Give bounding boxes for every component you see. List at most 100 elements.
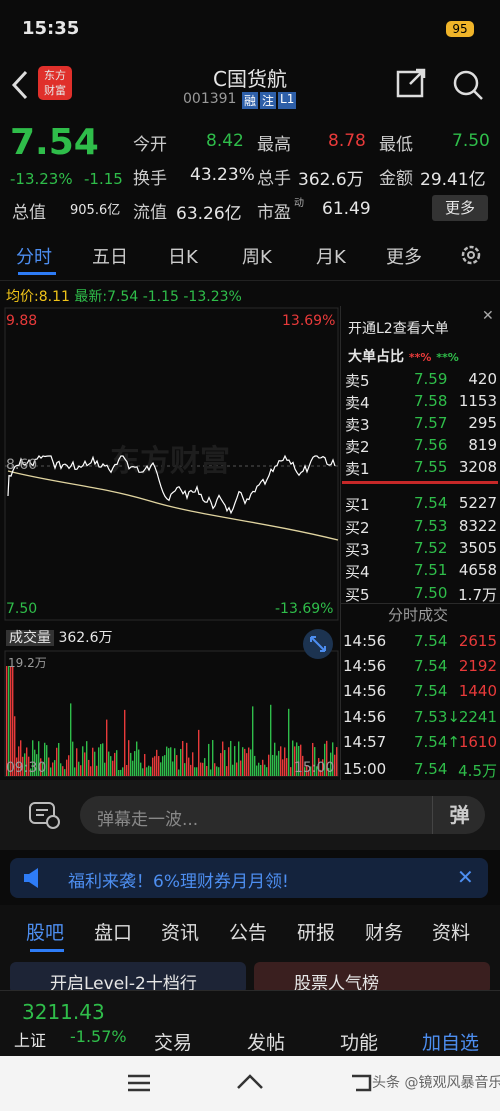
volume-bar-decor bbox=[252, 706, 254, 776]
action[interactable]: 发帖 bbox=[247, 1032, 286, 1054]
section-tab[interactable]: 盘口 bbox=[94, 922, 133, 944]
volume-label[interactable]: 成交量 bbox=[6, 630, 54, 646]
volume-bar-decor bbox=[136, 741, 138, 776]
book-label: 卖2 bbox=[345, 438, 370, 456]
volume-bar-decor bbox=[54, 760, 56, 776]
volume-bar-decor bbox=[306, 765, 308, 776]
volume-bar-decor bbox=[332, 742, 334, 776]
volume-bar-decor bbox=[152, 757, 154, 776]
close-icon[interactable]: ✕ bbox=[482, 308, 494, 324]
book-price: 7.52 bbox=[414, 539, 448, 557]
volume-bar-decor bbox=[62, 766, 64, 776]
tab[interactable]: 周K bbox=[242, 247, 272, 268]
action[interactable]: 交易 bbox=[154, 1032, 193, 1054]
volume-bar-decor bbox=[246, 753, 248, 776]
volume-bar-decor bbox=[222, 741, 224, 776]
section-tab[interactable]: 公告 bbox=[229, 922, 268, 944]
tab[interactable]: 更多 bbox=[386, 247, 422, 268]
volume-bar-decor bbox=[114, 752, 116, 776]
volume-bar-decor bbox=[146, 767, 148, 776]
comment-icon[interactable] bbox=[28, 800, 62, 830]
l2-promo[interactable]: 开通L2查看大单 bbox=[348, 321, 449, 337]
latest-label: 最新: bbox=[74, 289, 108, 305]
settings-icon[interactable] bbox=[458, 242, 484, 268]
volume-bar-decor bbox=[196, 767, 198, 776]
volume-bar-decor bbox=[48, 757, 50, 776]
volume-bar-decor bbox=[316, 766, 318, 776]
volume-bar-decor bbox=[60, 763, 62, 776]
section-tab[interactable]: 研报 bbox=[297, 922, 336, 944]
banner[interactable] bbox=[10, 858, 488, 898]
volume-bar-decor bbox=[302, 755, 304, 776]
section-tab[interactable]: 资料 bbox=[432, 922, 471, 944]
volume-bar-decor bbox=[14, 716, 16, 776]
book-label: 买2 bbox=[345, 519, 370, 537]
index-value[interactable]: 3211.43 bbox=[22, 1000, 105, 1024]
volume-bar-decor bbox=[206, 765, 208, 776]
tab[interactable]: 日K bbox=[168, 247, 198, 268]
trade-price: 7.54 bbox=[414, 632, 448, 650]
volume-bar-decor bbox=[288, 708, 290, 776]
volume-bar-decor bbox=[194, 767, 196, 776]
volume-bar-decor bbox=[40, 758, 42, 776]
volume-bar-decor bbox=[224, 750, 226, 776]
volume-bar-decor bbox=[236, 762, 238, 776]
volume-bar-decor bbox=[188, 757, 190, 776]
book-label: 卖1 bbox=[345, 460, 370, 478]
volume-bar-decor bbox=[10, 666, 12, 776]
tab[interactable]: 月K bbox=[316, 247, 346, 268]
side-panel bbox=[340, 306, 500, 781]
volume-bar-decor bbox=[70, 703, 72, 776]
card[interactable]: 开启Level-2十档行 bbox=[10, 962, 246, 994]
volume-bar-decor bbox=[282, 759, 284, 776]
volume-bar-decor bbox=[52, 762, 54, 776]
volume-bar-decor bbox=[32, 740, 34, 776]
volume-bar-decor bbox=[132, 760, 134, 776]
volume-bar-decor bbox=[320, 769, 322, 776]
volume-bar-decor bbox=[334, 754, 336, 776]
section-tab[interactable]: 资讯 bbox=[161, 922, 200, 944]
volume-bar-decor bbox=[84, 752, 86, 776]
book-volume: 819 bbox=[468, 436, 497, 454]
book-volume: 295 bbox=[468, 414, 497, 432]
section-tab[interactable]: 财务 bbox=[365, 922, 404, 944]
volume-bar-decor bbox=[182, 741, 184, 776]
action[interactable]: 加自选 bbox=[422, 1032, 480, 1054]
banner-close[interactable]: ✕ bbox=[457, 865, 474, 889]
book-price: 7.59 bbox=[414, 370, 448, 388]
volume-bar-decor bbox=[312, 742, 314, 776]
volume-bar-decor bbox=[46, 745, 48, 776]
danmaku-button[interactable]: 弹 bbox=[432, 796, 486, 834]
nav-bar bbox=[0, 1056, 500, 1111]
time-end: 15:00 bbox=[294, 760, 335, 776]
volume-bar-decor bbox=[26, 747, 28, 776]
volume-bar-decor bbox=[176, 755, 178, 776]
volume-bar-decor bbox=[102, 743, 104, 776]
volume-bar-decor bbox=[284, 747, 286, 776]
header-icons bbox=[11, 68, 483, 100]
y-mid: 8.60 bbox=[6, 457, 38, 473]
volume-bar-decor bbox=[330, 752, 332, 776]
volume-bar-decor bbox=[168, 748, 170, 776]
book-price: 7.54 bbox=[414, 494, 448, 512]
volume-bar-decor bbox=[12, 666, 14, 776]
divider bbox=[0, 280, 500, 281]
volume-bar-decor bbox=[266, 767, 268, 776]
app-logo[interactable]: 东方 财富 bbox=[38, 66, 72, 100]
chart-watermark: 东方财富 bbox=[110, 444, 230, 479]
tab[interactable]: 分时 bbox=[16, 247, 52, 268]
volume-bar-decor bbox=[130, 752, 132, 776]
book-price: 7.53 bbox=[414, 517, 448, 535]
volume-bar-decor bbox=[6, 666, 8, 776]
more-button[interactable]: 更多 bbox=[432, 195, 488, 221]
volume-bar-decor bbox=[244, 748, 246, 776]
card[interactable]: 股票人气榜 bbox=[254, 962, 490, 994]
field-label: 今开 bbox=[133, 135, 167, 155]
tab[interactable]: 五日 bbox=[92, 247, 128, 268]
index-name: 上证 bbox=[14, 1031, 47, 1050]
field-label: 总值 bbox=[12, 203, 46, 223]
section-tab[interactable]: 股吧 bbox=[26, 922, 65, 944]
index-change: -1.57% bbox=[70, 1027, 127, 1046]
comment-input[interactable] bbox=[80, 796, 485, 834]
action[interactable]: 功能 bbox=[340, 1032, 379, 1054]
